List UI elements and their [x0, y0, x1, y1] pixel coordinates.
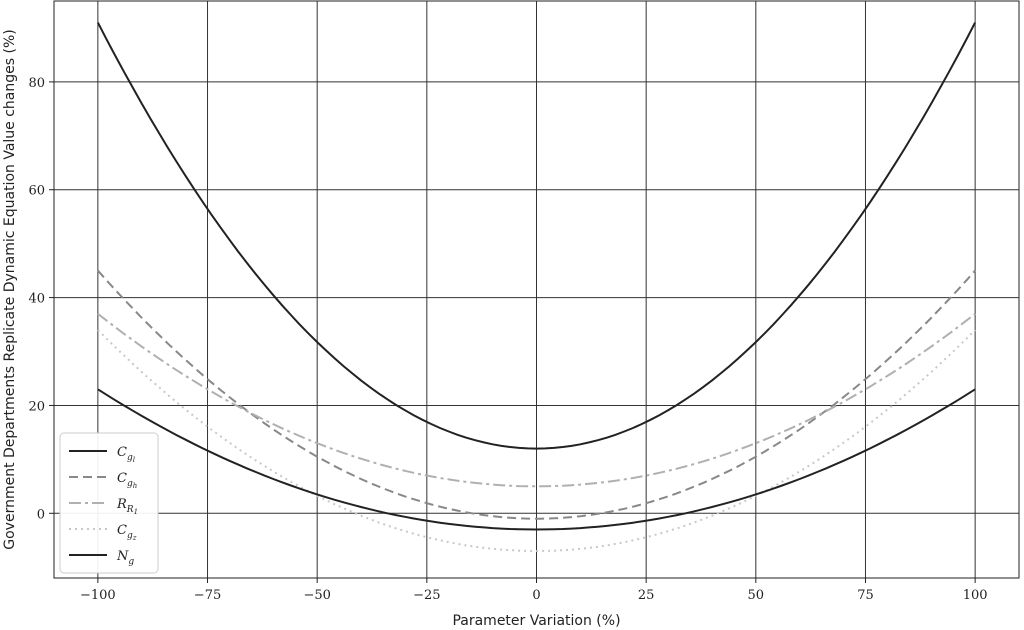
grid: [54, 1, 1019, 578]
x-axis-ticks: −100 −75 −50 −25 0 25 50 75 100: [80, 578, 988, 603]
x-tick-label: −75: [194, 588, 221, 603]
x-tick-label: 0: [532, 588, 540, 603]
x-tick-label: 25: [638, 588, 655, 603]
legend-label: Ng: [116, 549, 134, 567]
y-axis-ticks: 0 20 40 60 80: [28, 76, 54, 522]
legend-label: Cgl: [117, 445, 135, 464]
x-tick-label: 75: [857, 588, 874, 603]
y-axis-label: Government Departments Replicate Dynamic…: [2, 29, 18, 549]
x-axis-label: Parameter Variation (%): [452, 613, 620, 629]
series-line: [97, 329, 976, 553]
x-tick-label: −25: [413, 588, 440, 603]
y-tick-label: 20: [28, 399, 45, 414]
y-tick-label: 0: [37, 507, 45, 522]
legend-label: Cgz: [117, 523, 137, 542]
series-line: [97, 269, 976, 520]
series-line: [97, 388, 976, 531]
series-line: [97, 22, 976, 450]
legend-box: [59, 432, 159, 574]
x-tick-label: 100: [963, 588, 988, 603]
legend-label: RR1: [116, 497, 138, 516]
y-tick-label: 60: [28, 184, 45, 199]
y-tick-label: 40: [28, 292, 45, 307]
legend: Cgl Cgh RR1 Cgz Ng: [59, 432, 159, 574]
x-tick-label: −50: [303, 588, 330, 603]
y-tick-label: 80: [28, 76, 45, 91]
series-layer: [97, 22, 976, 553]
x-tick-label: −100: [80, 588, 116, 603]
x-tick-label: 50: [748, 588, 765, 603]
legend-label: Cgh: [117, 471, 137, 490]
series-line: [97, 313, 976, 488]
